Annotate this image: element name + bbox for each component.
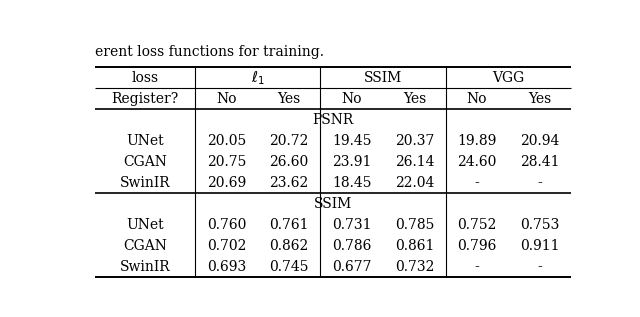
Text: 0.911: 0.911 [520, 239, 559, 253]
Text: Yes: Yes [403, 92, 426, 106]
Text: No: No [467, 92, 487, 106]
Text: 23.91: 23.91 [332, 155, 371, 169]
Text: Yes: Yes [528, 92, 551, 106]
Text: 0.761: 0.761 [269, 218, 309, 232]
Text: 0.753: 0.753 [520, 218, 559, 232]
Text: 0.702: 0.702 [207, 239, 246, 253]
Text: -: - [538, 176, 542, 190]
Text: 0.861: 0.861 [395, 239, 434, 253]
Text: 0.745: 0.745 [269, 260, 309, 274]
Text: 20.69: 20.69 [207, 176, 246, 190]
Text: 20.94: 20.94 [520, 134, 559, 148]
Text: 20.37: 20.37 [395, 134, 434, 148]
Text: 20.72: 20.72 [269, 134, 308, 148]
Text: 0.760: 0.760 [207, 218, 246, 232]
Text: loss: loss [131, 71, 159, 85]
Text: 24.60: 24.60 [458, 155, 497, 169]
Text: No: No [216, 92, 237, 106]
Text: 20.05: 20.05 [207, 134, 246, 148]
Text: No: No [342, 92, 362, 106]
Text: $\ell_1$: $\ell_1$ [251, 69, 265, 87]
Text: 0.732: 0.732 [395, 260, 434, 274]
Text: VGG: VGG [492, 71, 525, 85]
Text: 19.45: 19.45 [332, 134, 371, 148]
Text: SSIM: SSIM [364, 71, 402, 85]
Text: erent loss functions for training.: erent loss functions for training. [95, 45, 324, 59]
Text: 0.752: 0.752 [458, 218, 497, 232]
Text: 22.04: 22.04 [395, 176, 434, 190]
Text: SSIM: SSIM [314, 197, 352, 211]
Text: 20.75: 20.75 [207, 155, 246, 169]
Text: 0.862: 0.862 [269, 239, 308, 253]
Text: -: - [538, 260, 542, 274]
Text: 26.14: 26.14 [395, 155, 434, 169]
Text: 0.786: 0.786 [332, 239, 371, 253]
Text: SwinIR: SwinIR [120, 176, 170, 190]
Text: -: - [475, 260, 479, 274]
Text: -: - [475, 176, 479, 190]
Text: 0.796: 0.796 [458, 239, 497, 253]
Text: 23.62: 23.62 [269, 176, 308, 190]
Text: PSNR: PSNR [312, 113, 353, 127]
Text: 0.693: 0.693 [207, 260, 246, 274]
Text: UNet: UNet [126, 218, 164, 232]
Text: 18.45: 18.45 [332, 176, 371, 190]
Text: Yes: Yes [278, 92, 301, 106]
Text: CGAN: CGAN [123, 239, 167, 253]
Text: 0.677: 0.677 [332, 260, 371, 274]
Text: 19.89: 19.89 [458, 134, 497, 148]
Text: 0.731: 0.731 [332, 218, 371, 232]
Text: CGAN: CGAN [123, 155, 167, 169]
Text: Register?: Register? [111, 92, 179, 106]
Text: UNet: UNet [126, 134, 164, 148]
Text: SwinIR: SwinIR [120, 260, 170, 274]
Text: 28.41: 28.41 [520, 155, 559, 169]
Text: 26.60: 26.60 [269, 155, 308, 169]
Text: 0.785: 0.785 [395, 218, 434, 232]
